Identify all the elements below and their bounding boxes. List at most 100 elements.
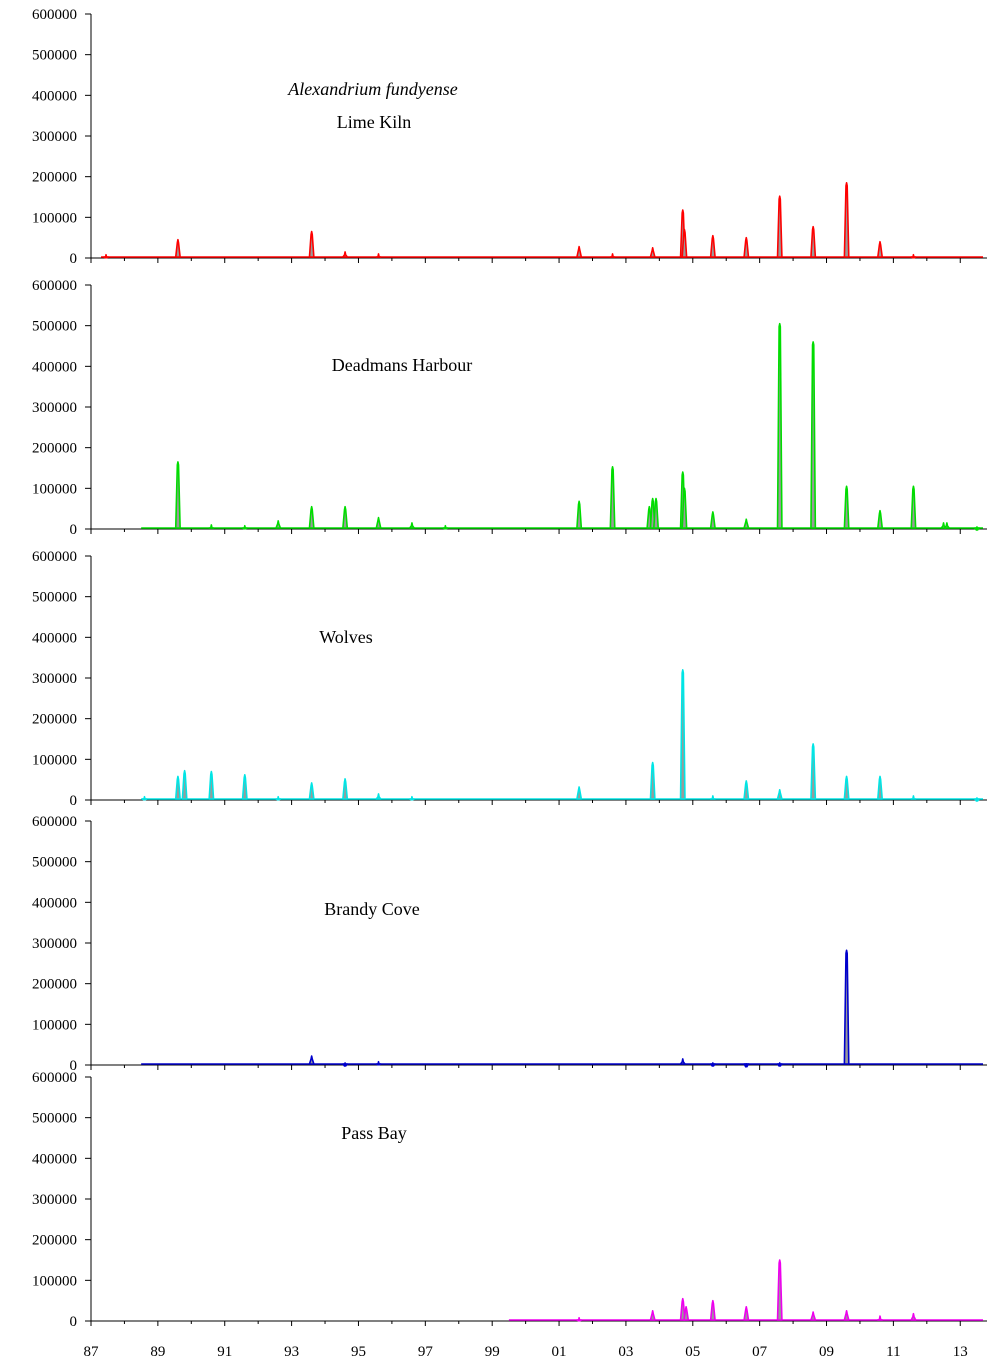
data-peak xyxy=(973,526,980,531)
x-tick-label: 03 xyxy=(618,1344,633,1360)
x-tick-label: 13 xyxy=(953,1344,968,1360)
data-peak xyxy=(241,524,248,530)
x-tick-label: 97 xyxy=(418,1344,434,1360)
data-peak xyxy=(375,253,382,258)
y-tick-label: 400000 xyxy=(32,1151,77,1167)
data-peak xyxy=(174,461,181,529)
panel-brandy-cove: 600000 500000 400000 300000 200000 100000 0 Bra… xyxy=(32,814,987,1074)
x-tick-label: 93 xyxy=(284,1344,299,1360)
y-tick-label: 0 xyxy=(70,1058,78,1074)
data-peak xyxy=(576,245,583,258)
y-tick-label: 300000 xyxy=(32,1192,77,1208)
y-tick-label: 100000 xyxy=(32,481,77,497)
y-tick-label: 300000 xyxy=(32,671,77,687)
data-peak xyxy=(342,1062,349,1067)
y-tick-label: 600000 xyxy=(32,7,77,23)
data-peak xyxy=(743,1062,750,1068)
y-tick-label: 400000 xyxy=(32,630,77,646)
y-tick-label: 300000 xyxy=(32,129,77,145)
panel-title: Pass Bay xyxy=(341,1123,407,1143)
panel-title: Lime Kiln xyxy=(337,112,412,132)
data-peak xyxy=(776,1259,783,1321)
data-peak xyxy=(241,773,248,800)
data-peak xyxy=(743,780,750,800)
data-peak xyxy=(679,1058,686,1065)
x-tick-label: 99 xyxy=(485,1344,500,1360)
y-tick-label: 100000 xyxy=(32,210,77,226)
data-peak xyxy=(877,775,884,800)
data-peak xyxy=(408,795,415,801)
y-tick-label: 600000 xyxy=(32,549,77,565)
data-peak xyxy=(709,1062,716,1067)
data-peak xyxy=(174,775,181,800)
data-peak xyxy=(776,322,783,529)
data-peak xyxy=(141,795,148,801)
data-peak xyxy=(776,789,783,800)
y-tick-label: 500000 xyxy=(32,590,77,606)
x-tick-label: 01 xyxy=(552,1344,567,1360)
data-peak xyxy=(181,769,188,800)
y-tick-label: 400000 xyxy=(32,88,77,104)
data-peak xyxy=(342,505,349,529)
data-peak xyxy=(342,251,349,258)
x-tick-label: 95 xyxy=(351,1344,366,1360)
data-peak xyxy=(776,1062,783,1067)
y-tick-label: 200000 xyxy=(32,977,77,993)
y-tick-label: 0 xyxy=(70,522,78,538)
panel-wolves: 600000 500000 400000 300000 200000 100000 0 Wol… xyxy=(32,549,987,809)
data-peak xyxy=(810,743,817,800)
data-peak xyxy=(843,775,850,800)
data-peak xyxy=(709,234,716,258)
data-peak xyxy=(910,795,917,800)
data-peak xyxy=(776,195,783,258)
x-tick-label: 11 xyxy=(886,1344,900,1360)
data-peak xyxy=(208,770,215,800)
data-peak xyxy=(308,230,315,258)
y-tick-label: 0 xyxy=(70,793,78,809)
data-peak xyxy=(308,505,315,529)
y-tick-label: 0 xyxy=(70,251,78,267)
data-peak xyxy=(910,485,917,529)
data-peak xyxy=(743,518,750,529)
data-peak xyxy=(709,511,716,529)
data-peak xyxy=(843,949,850,1065)
x-tick-label: 91 xyxy=(217,1344,232,1360)
y-tick-label: 100000 xyxy=(32,1273,77,1289)
x-tick-label: 87 xyxy=(84,1344,100,1360)
y-tick-label: 500000 xyxy=(32,855,77,871)
y-tick-label: 500000 xyxy=(32,319,77,335)
data-peak xyxy=(653,497,660,529)
data-peak xyxy=(973,797,980,802)
data-peak xyxy=(649,1310,656,1321)
panel-title: Wolves xyxy=(319,627,373,647)
y-tick-label: 300000 xyxy=(32,936,77,952)
y-tick-label: 500000 xyxy=(32,48,77,64)
panel-lime-kiln: 600000 500000 400000 300000 200000 100000 0 Lim… xyxy=(32,7,987,267)
data-peak xyxy=(743,236,750,258)
data-peak xyxy=(103,253,110,259)
data-peak xyxy=(174,238,181,258)
y-tick-label: 200000 xyxy=(32,441,77,457)
y-tick-label: 600000 xyxy=(32,278,77,294)
y-tick-label: 600000 xyxy=(32,814,77,830)
data-peak xyxy=(843,181,850,258)
data-peak xyxy=(877,509,884,529)
data-peak xyxy=(679,669,686,800)
data-peak xyxy=(576,500,583,529)
data-peak xyxy=(709,1299,716,1321)
data-peak xyxy=(649,247,656,258)
data-peak xyxy=(375,1060,382,1066)
y-tick-label: 0 xyxy=(70,1314,78,1330)
data-peak xyxy=(375,793,382,800)
data-peak xyxy=(843,485,850,529)
data-peak xyxy=(910,1312,917,1321)
data-peak xyxy=(275,520,282,529)
data-peak xyxy=(609,253,616,258)
data-peak xyxy=(576,786,583,800)
data-peak xyxy=(408,522,415,529)
panels: 600000 500000 400000 300000 200000 100000 0 Lim… xyxy=(32,7,987,1360)
data-peak xyxy=(810,1311,817,1321)
y-tick-label: 100000 xyxy=(32,752,77,768)
data-peak xyxy=(681,228,688,258)
x-tick-label: 89 xyxy=(150,1344,165,1360)
